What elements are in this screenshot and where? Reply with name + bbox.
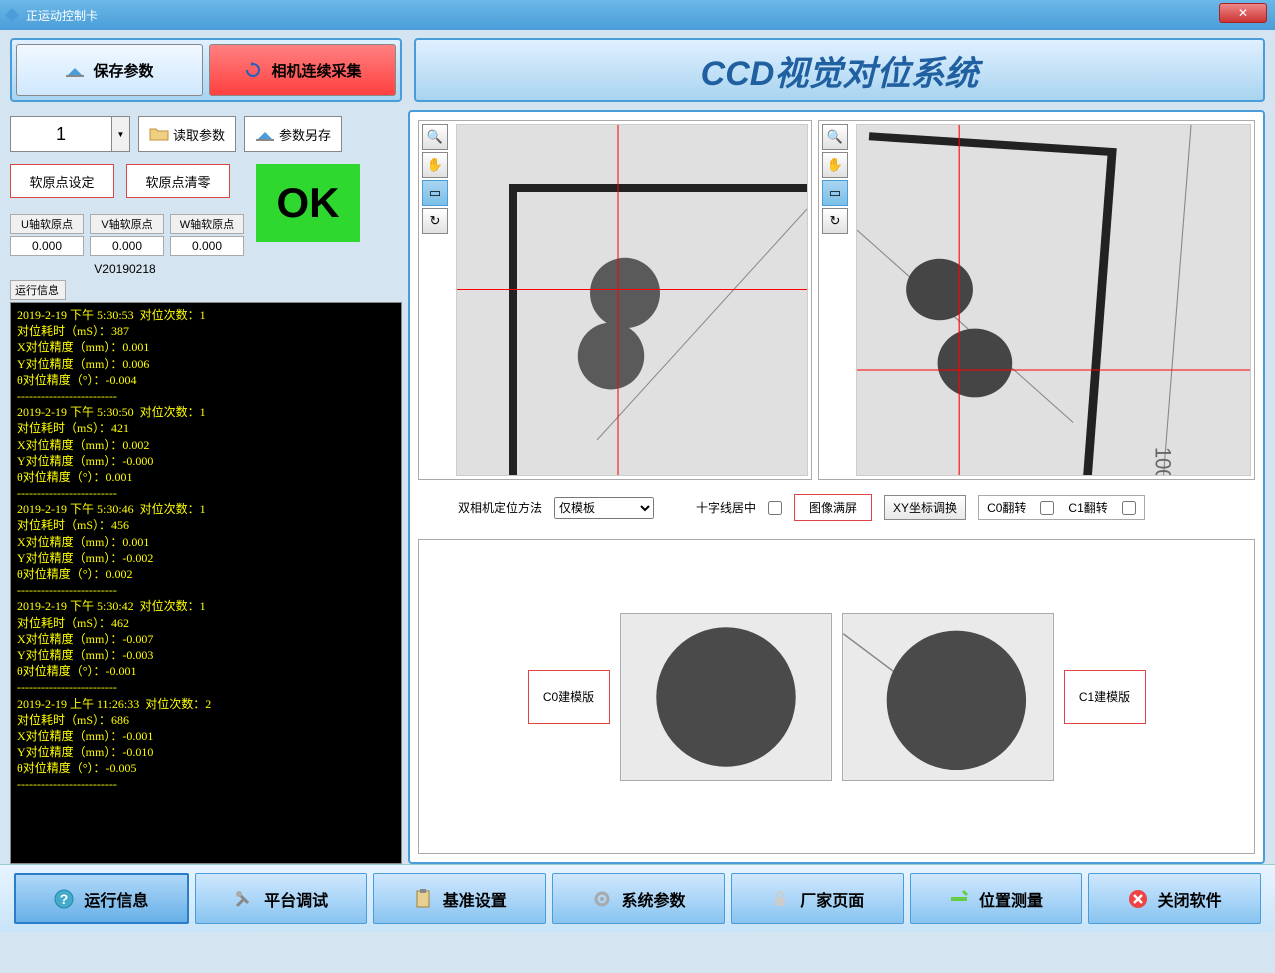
method-select[interactable]: 仅模板 <box>554 497 654 519</box>
zoom-tool[interactable]: 🔍 <box>822 124 848 150</box>
param-number-value: 1 <box>11 124 111 145</box>
svg-text:?: ? <box>60 891 69 907</box>
save-params-label: 保存参数 <box>93 60 153 81</box>
zoom-tool[interactable]: 🔍 <box>422 124 448 150</box>
nav-gear[interactable]: 系统参数 <box>552 873 725 924</box>
log-output: 2019-2-19 下午 5:30:53 对位次数：1 对位耗时（mS）：387… <box>10 302 402 864</box>
nav-close[interactable]: 关闭软件 <box>1088 873 1261 924</box>
status-indicator: OK <box>256 164 360 242</box>
method-label: 双相机定位方法 <box>458 499 542 516</box>
titlebar: 正运动控制卡 ✕ <box>0 0 1275 30</box>
close-icon <box>1128 889 1148 909</box>
tools-icon <box>234 889 254 909</box>
soft-origin-clear-button[interactable]: 软原点清零 <box>126 164 230 198</box>
folder-open-icon <box>149 126 169 142</box>
axis-button[interactable]: W轴软原点 <box>170 214 244 234</box>
header-title: CCD视觉对位系统 <box>414 38 1265 102</box>
soft-origin-set-button[interactable]: 软原点设定 <box>10 164 114 198</box>
camera-continuous-button[interactable]: 相机连续采集 <box>209 44 396 96</box>
nav-info[interactable]: ?运行信息 <box>14 873 189 924</box>
rotate-tool[interactable]: ↻ <box>822 208 848 234</box>
nav-clipboard[interactable]: 基准设置 <box>373 873 546 924</box>
camera-1-view[interactable]: 100 <box>856 124 1251 476</box>
version-label: V20190218 <box>10 262 240 276</box>
flip-group: C0翻转 C1翻转 <box>978 495 1145 520</box>
nav-measure[interactable]: 位置测量 <box>910 873 1083 924</box>
image-full-button[interactable]: 图像满屏 <box>794 494 872 521</box>
param-number-select[interactable]: 1 ▼ <box>10 116 130 152</box>
rect-tool[interactable]: ▭ <box>822 180 848 206</box>
save-as-button[interactable]: 参数另存 <box>244 116 342 152</box>
camera-0-group: 🔍 ✋ ▭ ↻ <box>418 120 812 480</box>
c0-template-image <box>620 613 832 781</box>
read-params-button[interactable]: 读取参数 <box>138 116 236 152</box>
c0-flip-checkbox[interactable] <box>1040 501 1054 515</box>
dropdown-icon: ▼ <box>111 117 129 151</box>
cross-center-checkbox[interactable] <box>768 501 782 515</box>
svg-text:100: 100 <box>1150 447 1174 475</box>
camera-1-group: 🔍 ✋ ▭ ↻ 100 <box>818 120 1255 480</box>
save-icon <box>65 62 85 78</box>
axis-value: 0.000 <box>10 236 84 256</box>
c1-flip-checkbox[interactable] <box>1122 501 1136 515</box>
info-icon: ? <box>54 889 74 909</box>
axis-value: 0.000 <box>170 236 244 256</box>
refresh-icon <box>243 62 263 78</box>
nav-tools[interactable]: 平台调试 <box>195 873 368 924</box>
camera-continuous-label: 相机连续采集 <box>271 60 361 81</box>
gear-icon <box>592 889 612 909</box>
save-params-button[interactable]: 保存参数 <box>16 44 203 96</box>
rotate-tool[interactable]: ↻ <box>422 208 448 234</box>
window-close-button[interactable]: ✕ <box>1219 3 1267 23</box>
cross-center-label: 十字线居中 <box>696 499 756 516</box>
c1-template-button[interactable]: C1建模版 <box>1064 670 1146 724</box>
save-as-icon <box>255 126 275 142</box>
pan-tool[interactable]: ✋ <box>822 152 848 178</box>
axis-value: 0.000 <box>90 236 164 256</box>
c1-template-image <box>842 613 1054 781</box>
app-icon <box>4 7 20 23</box>
c0-template-button[interactable]: C0建模版 <box>528 670 610 724</box>
lock-icon <box>770 889 790 909</box>
pan-tool[interactable]: ✋ <box>422 152 448 178</box>
axis-button[interactable]: U轴软原点 <box>10 214 84 234</box>
window-title: 正运动控制卡 <box>26 7 98 24</box>
log-section-label: 运行信息 <box>10 280 66 300</box>
camera-0-view[interactable] <box>456 124 808 476</box>
rect-tool[interactable]: ▭ <box>422 180 448 206</box>
clipboard-icon <box>413 889 433 909</box>
nav-lock[interactable]: 厂家页面 <box>731 873 904 924</box>
measure-icon <box>949 889 969 909</box>
xy-swap-button[interactable]: XY坐标调换 <box>884 495 966 520</box>
axis-button[interactable]: V轴软原点 <box>90 214 164 234</box>
